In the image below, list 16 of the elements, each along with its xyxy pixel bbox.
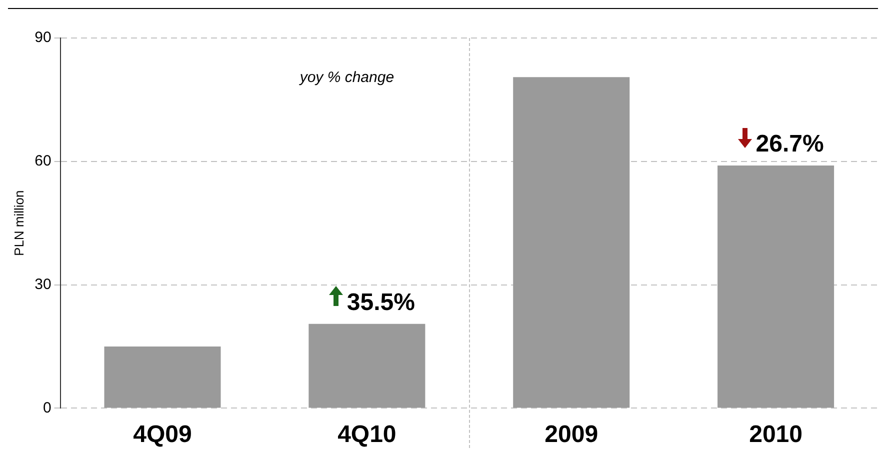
bar — [104, 346, 221, 408]
annotation: yoy % change — [298, 69, 394, 86]
x-tick-label: 2009 — [544, 421, 598, 448]
y-tick-label: 0 — [42, 399, 52, 416]
y-tick-label: 60 — [34, 152, 52, 170]
x-tick-label: 4Q10 — [338, 421, 396, 448]
y-tick-label: 30 — [34, 276, 52, 293]
y-axis-title: PLN million — [11, 190, 26, 256]
x-tick-label: 2010 — [749, 421, 802, 448]
x-tick-label: 4Q09 — [133, 421, 192, 448]
bar — [308, 324, 426, 408]
annotation: 26.7% — [756, 130, 824, 158]
y-tick-label: 90 — [34, 29, 52, 46]
annotation: 35.5% — [346, 288, 415, 316]
bar — [513, 77, 630, 408]
bar — [718, 166, 834, 408]
